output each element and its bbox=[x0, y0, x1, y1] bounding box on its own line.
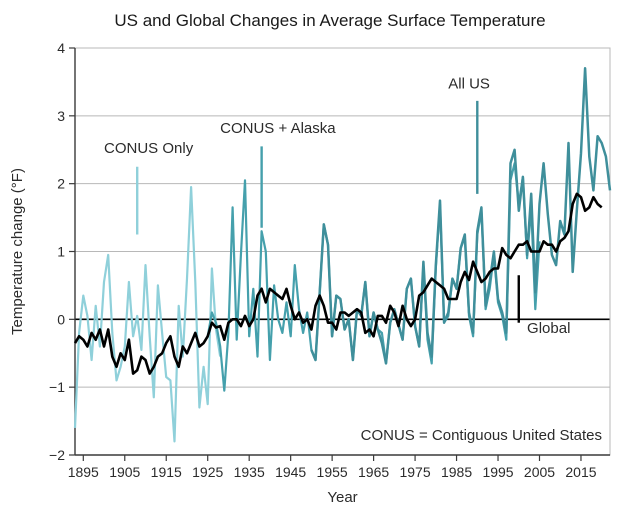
callout-label: Global bbox=[527, 320, 570, 337]
y-tick-label: 4 bbox=[57, 40, 65, 56]
y-tick-label: 3 bbox=[57, 108, 65, 124]
x-tick-label: 1995 bbox=[482, 464, 513, 480]
footnote: CONUS = Contiguous United States bbox=[361, 427, 602, 444]
x-tick-label: 1915 bbox=[151, 464, 182, 480]
x-tick-label: 1975 bbox=[399, 464, 430, 480]
x-tick-label: 1905 bbox=[109, 464, 140, 480]
x-tick-label: 1955 bbox=[317, 464, 348, 480]
y-tick-label: 1 bbox=[57, 244, 65, 260]
x-tick-label: 1985 bbox=[441, 464, 472, 480]
chart-title: US and Global Changes in Average Surface… bbox=[114, 11, 545, 30]
callout-label: CONUS + Alaska bbox=[220, 120, 336, 137]
callout-label: CONUS Only bbox=[104, 140, 194, 157]
temperature-chart: 1895 1905 1915 1925 1935 1945 1955 1965 1975 1985… bbox=[0, 0, 640, 520]
y-axis-label: Temperature change (°F) bbox=[9, 168, 26, 335]
x-tick-label: 1935 bbox=[234, 464, 265, 480]
x-tick-label: 1965 bbox=[358, 464, 389, 480]
y-tick-label: −2 bbox=[49, 447, 65, 463]
x-tick-label: 1945 bbox=[275, 464, 306, 480]
y-tick-label: 2 bbox=[57, 176, 65, 192]
callout-label: All US bbox=[448, 76, 490, 93]
x-axis-label: Year bbox=[327, 489, 357, 506]
y-tick-label: −1 bbox=[49, 379, 65, 395]
x-tick-label: 2005 bbox=[524, 464, 555, 480]
x-tick-label: 2015 bbox=[565, 464, 596, 480]
x-tick-label: 1895 bbox=[68, 464, 99, 480]
y-tick-label: 0 bbox=[57, 311, 65, 327]
x-tick-label: 1925 bbox=[192, 464, 223, 480]
